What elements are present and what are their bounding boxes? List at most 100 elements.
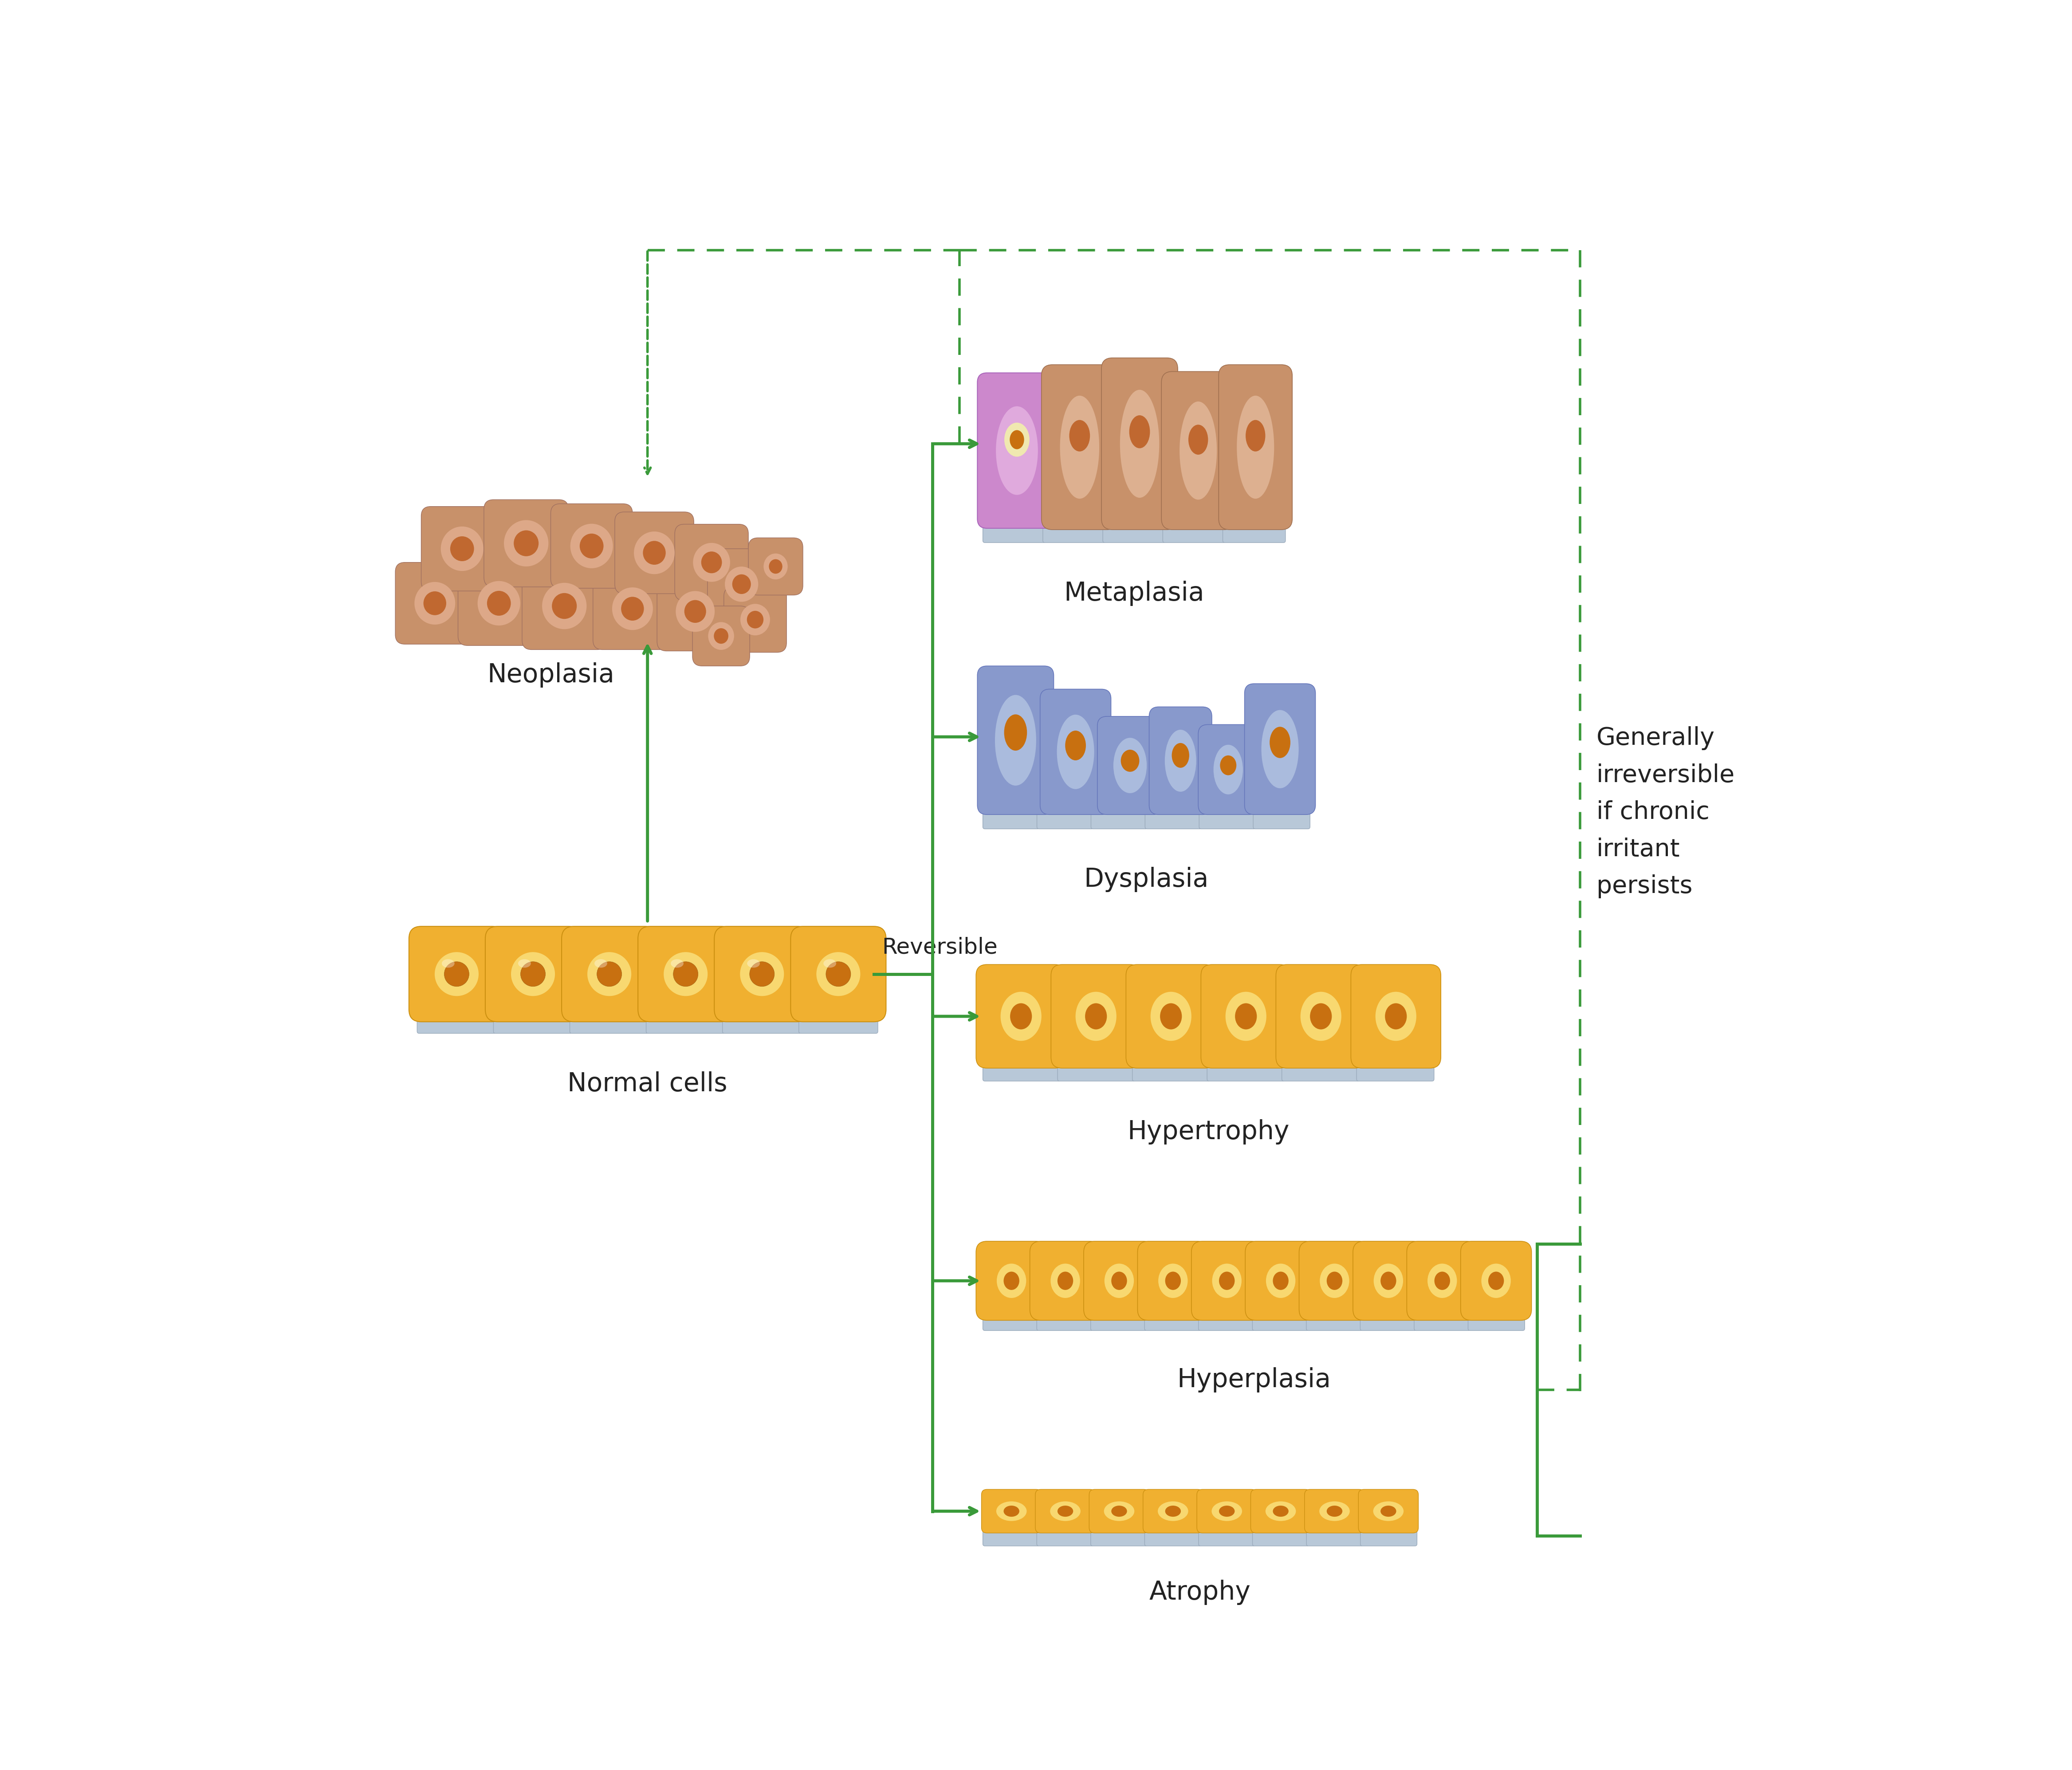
FancyBboxPatch shape [1198, 1308, 1256, 1331]
FancyBboxPatch shape [1299, 1241, 1370, 1320]
FancyBboxPatch shape [1254, 805, 1310, 828]
Ellipse shape [1150, 991, 1191, 1041]
Ellipse shape [1003, 1273, 1019, 1290]
Ellipse shape [423, 591, 445, 616]
Ellipse shape [1384, 1004, 1407, 1030]
Ellipse shape [1376, 991, 1417, 1041]
FancyBboxPatch shape [1198, 1526, 1256, 1545]
Ellipse shape [1212, 1264, 1241, 1297]
Ellipse shape [1164, 1273, 1181, 1290]
Ellipse shape [1380, 1506, 1397, 1517]
FancyBboxPatch shape [1351, 965, 1440, 1069]
FancyBboxPatch shape [1102, 358, 1177, 529]
FancyBboxPatch shape [982, 519, 1046, 543]
Ellipse shape [1061, 396, 1100, 499]
Ellipse shape [1380, 1273, 1397, 1290]
Text: Metaplasia: Metaplasia [1063, 581, 1204, 605]
Text: Hyperplasia: Hyperplasia [1177, 1366, 1330, 1391]
FancyBboxPatch shape [485, 499, 568, 588]
FancyBboxPatch shape [1307, 1526, 1363, 1545]
FancyBboxPatch shape [1138, 1241, 1208, 1320]
Ellipse shape [671, 959, 684, 968]
Ellipse shape [1481, 1264, 1510, 1297]
Ellipse shape [715, 628, 729, 644]
Ellipse shape [684, 600, 707, 623]
FancyBboxPatch shape [1040, 690, 1111, 814]
FancyBboxPatch shape [454, 620, 501, 644]
Ellipse shape [1069, 419, 1090, 451]
Ellipse shape [1113, 738, 1146, 793]
Ellipse shape [1009, 430, 1024, 450]
Ellipse shape [1129, 416, 1150, 448]
Ellipse shape [1326, 1273, 1343, 1290]
FancyBboxPatch shape [499, 620, 549, 644]
Text: Normal cells: Normal cells [568, 1071, 727, 1096]
Ellipse shape [570, 524, 613, 568]
Ellipse shape [441, 527, 483, 572]
FancyBboxPatch shape [723, 588, 787, 653]
Ellipse shape [1003, 1506, 1019, 1517]
Ellipse shape [997, 1264, 1026, 1297]
FancyBboxPatch shape [1036, 1308, 1094, 1331]
FancyBboxPatch shape [792, 926, 887, 1021]
Ellipse shape [1111, 1506, 1127, 1517]
Ellipse shape [551, 593, 576, 620]
Ellipse shape [543, 582, 586, 630]
FancyBboxPatch shape [723, 1009, 802, 1034]
Ellipse shape [692, 543, 729, 582]
Ellipse shape [1005, 423, 1030, 457]
Ellipse shape [1374, 1501, 1403, 1520]
Ellipse shape [709, 623, 733, 650]
FancyBboxPatch shape [1415, 1308, 1471, 1331]
Ellipse shape [1057, 1273, 1073, 1290]
Ellipse shape [1218, 1506, 1235, 1517]
Ellipse shape [675, 591, 715, 632]
FancyBboxPatch shape [1131, 1057, 1210, 1081]
FancyBboxPatch shape [1144, 1489, 1204, 1533]
FancyBboxPatch shape [1251, 1489, 1312, 1533]
FancyBboxPatch shape [493, 1009, 572, 1034]
Ellipse shape [1104, 1264, 1133, 1297]
Ellipse shape [597, 961, 622, 986]
FancyBboxPatch shape [1092, 805, 1148, 828]
FancyBboxPatch shape [1202, 965, 1291, 1069]
FancyBboxPatch shape [562, 926, 657, 1021]
Ellipse shape [1237, 396, 1274, 499]
Text: Dysplasia: Dysplasia [1084, 867, 1208, 892]
Ellipse shape [997, 1501, 1026, 1520]
FancyBboxPatch shape [1245, 1241, 1316, 1320]
FancyBboxPatch shape [800, 1009, 879, 1034]
FancyBboxPatch shape [1305, 1489, 1365, 1533]
FancyBboxPatch shape [982, 1308, 1040, 1331]
Ellipse shape [1212, 1501, 1241, 1520]
Ellipse shape [443, 961, 468, 986]
FancyBboxPatch shape [547, 620, 597, 644]
FancyBboxPatch shape [1042, 519, 1106, 543]
Ellipse shape [1001, 991, 1042, 1041]
Ellipse shape [1121, 389, 1158, 497]
FancyBboxPatch shape [551, 504, 632, 589]
Ellipse shape [1434, 1273, 1450, 1290]
FancyBboxPatch shape [1251, 1308, 1310, 1331]
Text: Reversible: Reversible [883, 936, 997, 958]
FancyBboxPatch shape [1222, 519, 1285, 543]
FancyBboxPatch shape [1144, 1526, 1202, 1545]
FancyBboxPatch shape [1098, 717, 1162, 814]
FancyBboxPatch shape [982, 1489, 1042, 1533]
Ellipse shape [1245, 419, 1266, 451]
FancyBboxPatch shape [1359, 1308, 1417, 1331]
Ellipse shape [642, 542, 665, 565]
Ellipse shape [1164, 1506, 1181, 1517]
FancyBboxPatch shape [1200, 805, 1256, 828]
Ellipse shape [441, 959, 454, 968]
Ellipse shape [435, 952, 479, 997]
Ellipse shape [1189, 425, 1208, 455]
Ellipse shape [634, 531, 675, 575]
FancyBboxPatch shape [646, 1009, 725, 1034]
Ellipse shape [750, 961, 775, 986]
FancyBboxPatch shape [1198, 1489, 1258, 1533]
FancyBboxPatch shape [978, 373, 1057, 529]
FancyBboxPatch shape [1144, 1308, 1202, 1331]
Ellipse shape [740, 604, 771, 635]
FancyBboxPatch shape [1051, 965, 1142, 1069]
